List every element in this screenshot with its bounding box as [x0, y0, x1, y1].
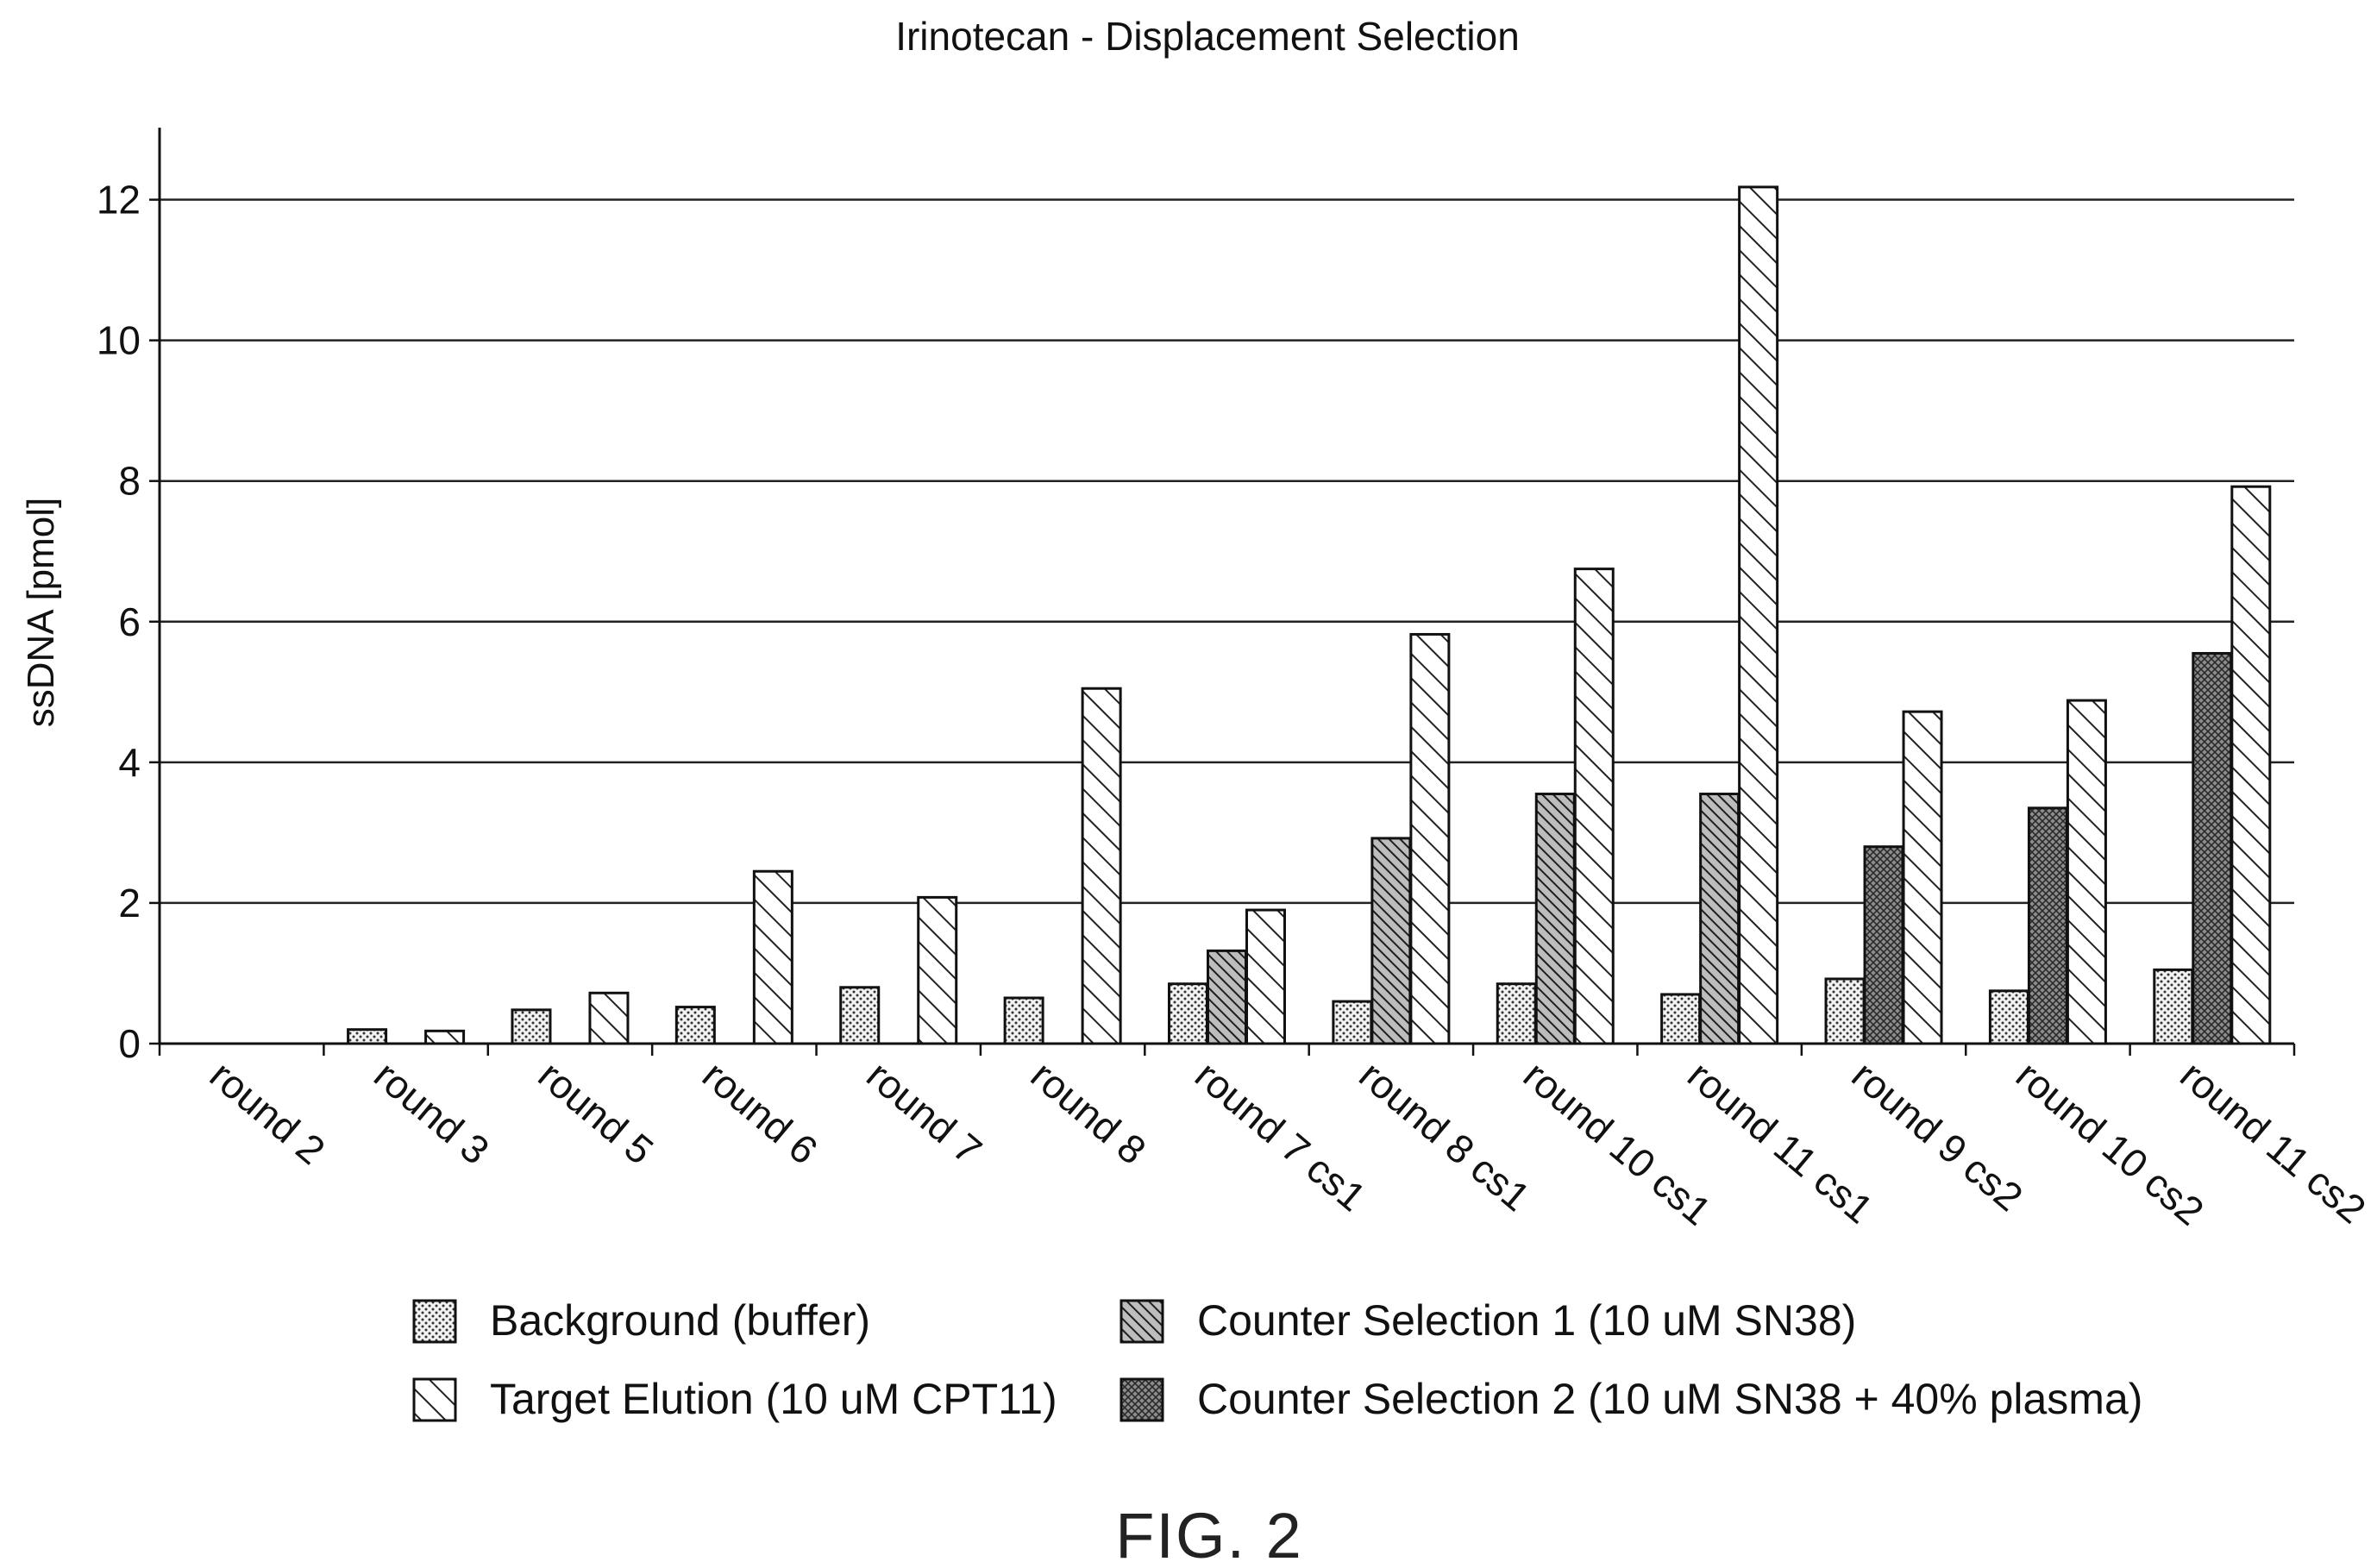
bar-target-1 [424, 1029, 466, 1045]
bar-background-2 [511, 1008, 552, 1045]
y-tick-label-6: 6 [118, 599, 141, 644]
bar-background-9 [1660, 993, 1702, 1045]
x-tick-labels: round 2 round 3 round 5 round 6 round 7 round… [202, 1052, 2374, 1234]
bar-target-4 [917, 895, 958, 1045]
x-tick-label-3: round 6 [694, 1052, 826, 1173]
y-tick-labels: 0 2 4 6 8 10 12 [97, 178, 141, 1066]
x-tick-label-5: round 8 [1023, 1052, 1155, 1173]
x-tick-label-0: round 2 [202, 1052, 334, 1173]
bar-background-7 [1332, 1000, 1373, 1045]
legend-swatch-0-0 [412, 1299, 457, 1344]
bar-target-7 [1409, 632, 1451, 1045]
x-tick-label-2: round 5 [530, 1052, 662, 1173]
x-tick-label-1: round 3 [366, 1052, 498, 1173]
bar-counter-7 [1370, 837, 1412, 1045]
legend-label-0-1: Counter Selection 1 (10 uM SN38) [1197, 1296, 1856, 1345]
bar-background-12 [2153, 968, 2194, 1045]
bar-target-9 [1738, 185, 1779, 1045]
y-tick-label-10: 10 [97, 318, 141, 363]
figure-label: FIG. 2 [1115, 1500, 1303, 1568]
bar-target-6 [1245, 908, 1286, 1045]
bar-target-5 [1081, 687, 1122, 1045]
bar-background-8 [1496, 982, 1537, 1045]
y-tick-label-8: 8 [118, 459, 141, 504]
gridlines [160, 198, 2294, 905]
y-tick-label-4: 4 [118, 740, 141, 785]
chart-title: Irinotecan - Displacement Selection [895, 14, 1520, 59]
bar-background-6 [1168, 982, 1208, 1045]
y-tick-label-12: 12 [97, 178, 141, 223]
bar-target-8 [1573, 568, 1615, 1045]
bar-target-10 [1902, 710, 1943, 1045]
bar-counter-10 [1863, 845, 1904, 1045]
bar-counter-8 [1534, 793, 1576, 1045]
bar-counter-9 [1699, 793, 1740, 1045]
bar-counter-12 [2192, 651, 2233, 1045]
legend-swatch-0-1 [1120, 1299, 1164, 1344]
legend-label-0-0: Background (buffer) [490, 1296, 870, 1345]
bar-background-1 [347, 1028, 388, 1045]
bar-background-5 [1003, 996, 1044, 1045]
bar-counter-11 [2027, 806, 2068, 1045]
legend-label-1-0: Target Elution (10 uM CPT11) [490, 1375, 1057, 1423]
y-tick-label-2: 2 [118, 881, 141, 925]
y-axis-label: ssDNA [pmol] [20, 498, 62, 728]
bar-target-2 [588, 991, 630, 1045]
legend-swatch-1-1 [1120, 1377, 1164, 1422]
bar-background-10 [1824, 977, 1866, 1045]
bars [347, 185, 2272, 1045]
x-tick-label-4: round 7 [858, 1052, 990, 1173]
bar-target-11 [2066, 699, 2107, 1045]
bar-target-3 [752, 869, 793, 1045]
x-tick-label-6: round 7 cs1 [1187, 1052, 1375, 1220]
bar-background-11 [1988, 989, 2029, 1045]
legend-swatch-1-0 [412, 1377, 457, 1422]
bar-background-4 [839, 986, 881, 1045]
legend: Background (buffer) Counter Selection 1 (… [412, 1296, 2142, 1423]
bar-background-3 [674, 1006, 716, 1045]
axes [149, 128, 2296, 1056]
bar-target-12 [2230, 485, 2272, 1045]
legend-label-1-1: Counter Selection 2 (10 uM SN38 + 40% pl… [1197, 1375, 2142, 1423]
bar-counter-6 [1207, 949, 1247, 1045]
y-tick-label-0: 0 [118, 1021, 141, 1066]
x-tick-label-7: round 8 cs1 [1351, 1052, 1539, 1220]
